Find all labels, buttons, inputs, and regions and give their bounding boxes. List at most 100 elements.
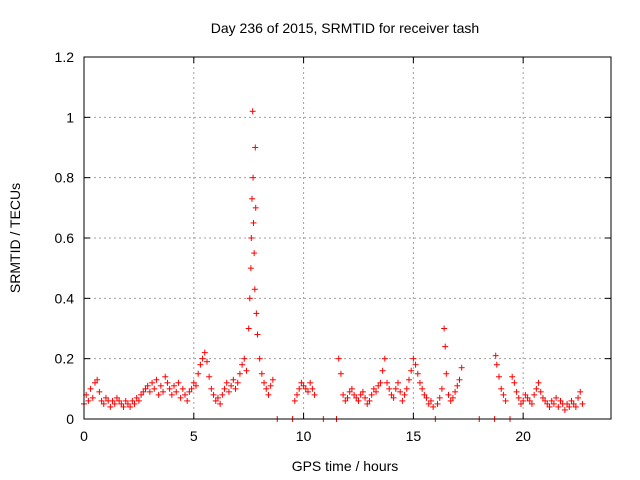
data-point <box>342 397 349 404</box>
data-point <box>351 391 358 398</box>
data-point <box>379 367 386 374</box>
data-point <box>146 388 153 395</box>
data-point <box>247 265 254 272</box>
data-point <box>370 385 377 392</box>
data-point <box>89 394 96 401</box>
data-point <box>248 235 255 241</box>
data-point <box>129 397 136 404</box>
data-point <box>100 400 107 407</box>
data-point <box>511 379 518 386</box>
data-point <box>526 397 533 404</box>
data-point <box>544 400 551 407</box>
data-point <box>253 310 260 317</box>
data-point <box>265 391 272 398</box>
data-point <box>537 388 544 395</box>
data-point <box>311 391 318 398</box>
data-point <box>157 382 164 389</box>
data-point <box>425 400 432 407</box>
data-point <box>533 385 540 392</box>
data-point <box>493 361 500 368</box>
data-point <box>377 379 384 386</box>
data-point <box>388 391 395 398</box>
data-point <box>182 391 189 398</box>
data-point <box>434 400 441 407</box>
data-point <box>542 397 549 404</box>
data-point <box>449 394 456 401</box>
data-point <box>456 376 463 383</box>
data-point <box>210 391 217 398</box>
data-point <box>118 400 125 407</box>
data-point <box>195 370 202 377</box>
data-point <box>171 382 178 389</box>
data-point <box>199 355 206 362</box>
data-point <box>94 376 101 383</box>
data-point <box>309 385 316 392</box>
data-point <box>452 388 459 395</box>
data-point <box>96 388 103 395</box>
data-point <box>445 391 452 398</box>
data-point <box>454 382 461 389</box>
data-points <box>81 108 586 422</box>
data-point <box>258 370 265 377</box>
data-point <box>414 370 421 377</box>
x-axis-label: GPS time / hours <box>292 458 399 474</box>
data-point <box>230 376 237 383</box>
data-point <box>405 376 412 383</box>
x-tick-label: 5 <box>190 428 198 444</box>
data-point <box>337 370 344 377</box>
y-axis-label: SRMTID / TECUs <box>7 183 23 293</box>
data-point <box>419 385 426 392</box>
data-point <box>550 400 557 407</box>
data-point <box>87 385 94 392</box>
data-point <box>206 373 213 380</box>
data-point <box>375 382 382 389</box>
data-point <box>386 385 393 392</box>
data-point <box>177 394 184 401</box>
data-point <box>293 391 300 398</box>
y-tick-label: 0.6 <box>55 230 75 246</box>
data-point <box>122 397 129 404</box>
data-point <box>236 370 243 377</box>
data-point <box>116 397 123 404</box>
data-point <box>546 403 553 410</box>
data-point <box>208 385 215 392</box>
data-point <box>401 391 408 398</box>
y-tick-label: 0.4 <box>55 290 75 306</box>
data-point <box>520 397 527 404</box>
data-point <box>355 397 362 404</box>
data-point <box>298 379 305 386</box>
data-point <box>251 286 258 293</box>
plot-frame <box>83 56 612 420</box>
data-point <box>304 388 311 395</box>
data-point <box>522 391 529 398</box>
data-point <box>399 397 406 404</box>
data-point <box>513 388 520 395</box>
data-point <box>263 385 270 392</box>
data-point <box>340 391 347 398</box>
data-point <box>291 397 298 404</box>
data-point <box>153 376 160 383</box>
data-point <box>496 373 503 380</box>
y-tick-label: 0 <box>66 411 74 427</box>
data-point <box>548 397 555 404</box>
data-point <box>219 391 226 398</box>
data-point <box>246 295 253 302</box>
data-point <box>307 379 314 386</box>
data-point <box>566 403 573 410</box>
data-point <box>221 385 228 392</box>
data-point <box>184 397 191 404</box>
data-point <box>447 397 454 404</box>
data-point <box>133 394 140 401</box>
data-point <box>245 325 252 332</box>
data-point <box>155 391 162 398</box>
data-point <box>557 397 564 404</box>
data-point <box>300 382 307 389</box>
data-point <box>364 400 371 407</box>
data-point <box>186 388 193 395</box>
data-point <box>140 388 147 395</box>
data-point <box>515 394 522 401</box>
x-tick-label: 10 <box>296 428 312 444</box>
y-tick-label: 1 <box>66 109 74 125</box>
data-point <box>366 397 373 404</box>
y-tick-labels: 0 0.2 0.4 0.6 0.8 1 1.2 <box>55 49 75 427</box>
